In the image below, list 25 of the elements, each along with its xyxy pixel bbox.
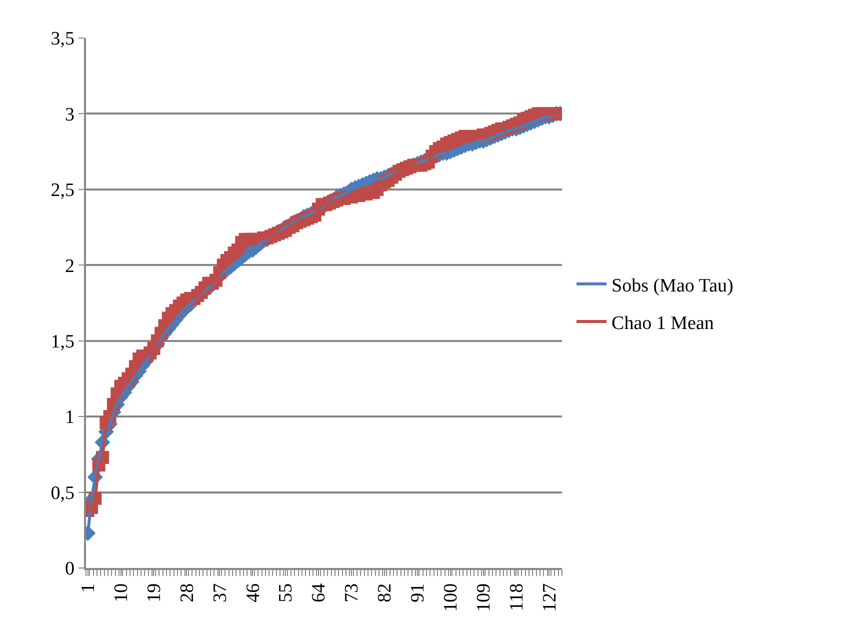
x-tick-label: 37 — [210, 583, 231, 602]
x-tick-label: 19 — [144, 583, 165, 602]
x-tick-label: 55 — [276, 583, 297, 602]
y-tick-label: 1 — [64, 407, 74, 428]
x-tick-label: 46 — [242, 583, 264, 602]
x-tick-label: 73 — [342, 583, 363, 602]
x-tick-label: 10 — [110, 583, 132, 602]
y-tick-label: 2 — [64, 256, 74, 277]
x-tick-label: 64 — [308, 582, 330, 602]
legend-label: Chao 1 Mean — [612, 312, 714, 334]
y-tick-label: 3,5 — [50, 28, 74, 50]
y-tick-label: 3 — [64, 104, 74, 126]
x-tick-label: 82 — [374, 583, 396, 602]
legend-label: Sobs (Mao Tau) — [612, 275, 734, 296]
x-tick-label: 118 — [506, 583, 528, 612]
x-tick-label: 127 — [539, 583, 560, 612]
x-tick-label: 91 — [408, 583, 429, 602]
y-tick-label: 2,5 — [50, 180, 74, 202]
y-tick-label: 0,5 — [50, 482, 74, 504]
y-tick-label: 1,5 — [50, 332, 74, 353]
x-tick-label: 109 — [473, 583, 494, 612]
x-tick-label: 100 — [440, 583, 462, 612]
x-tick-label: 28 — [176, 583, 198, 602]
y-tick-label: 0 — [64, 558, 74, 580]
x-tick-label: 1 — [78, 583, 100, 593]
